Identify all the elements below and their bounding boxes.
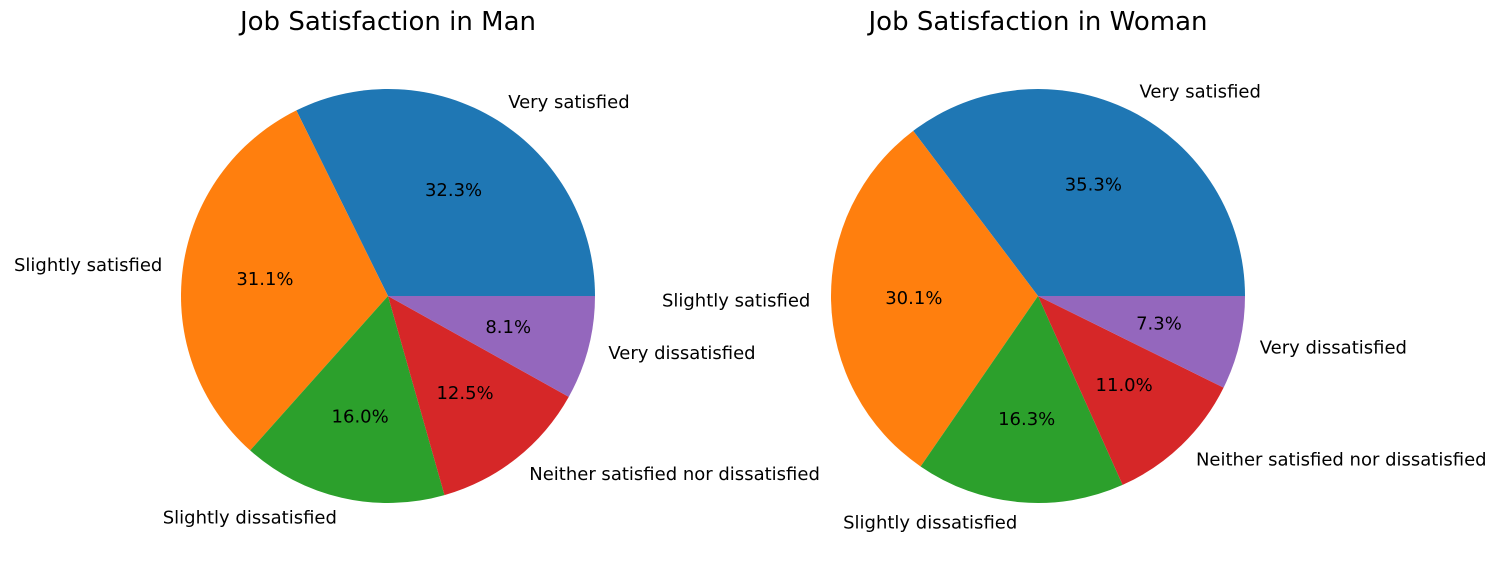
- pie-chart-woman: Job Satisfaction in Woman 35.3% Very sati…: [662, 7, 1487, 533]
- pie-slice-very-satisfied-woman: [913, 89, 1245, 297]
- pie-labels-man: 32.3% Very satisfied 31.1% Slightly satisfi…: [14, 92, 820, 528]
- pie-slice-neither-satisfied-nor-dissatisfied-woman: [1038, 296, 1224, 485]
- pie-category-label-very-satisfied-man: Very satisfied: [508, 92, 629, 113]
- pie-category-label-slightly-dissatisfied-woman: Slightly dissatisfied: [843, 512, 1017, 533]
- chart-title-man: Job Satisfaction in Man: [238, 7, 536, 37]
- pie-category-label-very-satisfied-woman: Very satisfied: [1139, 82, 1260, 103]
- pie-slice-slightly-dissatisfied-man: [250, 296, 445, 503]
- pie-percent-label-slightly-dissatisfied-woman: 16.3%: [998, 409, 1055, 430]
- pie-slice-very-dissatisfied-man: [388, 296, 595, 397]
- pie-category-label-slightly-satisfied-woman: Slightly satisfied: [662, 291, 810, 312]
- pie-percent-label-slightly-dissatisfied-man: 16.0%: [332, 407, 389, 428]
- pie-slice-very-satisfied-man: [296, 89, 595, 297]
- pie-chart-man: Job Satisfaction in Man 32.3% Very satisf…: [14, 7, 820, 528]
- pie-category-label-slightly-satisfied-man: Slightly satisfied: [14, 255, 162, 276]
- pie-percent-label-very-dissatisfied-woman: 7.3%: [1136, 314, 1182, 335]
- pie-percent-label-very-satisfied-woman: 35.3%: [1065, 174, 1122, 195]
- pie-slice-neither-satisfied-nor-dissatisfied-man: [388, 296, 569, 496]
- pie-percent-label-slightly-satisfied-man: 31.1%: [236, 269, 293, 290]
- pie-percent-label-neither-satisfied-nor-dissatisfied-woman: 11.0%: [1096, 375, 1153, 396]
- pie-percent-label-slightly-satisfied-woman: 30.1%: [885, 288, 942, 309]
- chart-title-woman: Job Satisfaction in Woman: [867, 7, 1208, 37]
- pie-percent-label-very-satisfied-man: 32.3%: [425, 180, 482, 201]
- pie-slice-very-dissatisfied-woman: [1038, 296, 1245, 388]
- pie-category-label-neither-satisfied-nor-dissatisfied-man: Neither satisfied nor dissatisfied: [529, 464, 820, 485]
- pie-slice-slightly-satisfied-man: [181, 110, 388, 451]
- pie-slices-man: [181, 89, 595, 503]
- pie-slices-woman: [831, 89, 1245, 503]
- pie-percent-label-very-dissatisfied-man: 8.1%: [485, 317, 531, 338]
- pie-category-label-very-dissatisfied-woman: Very dissatisfied: [1260, 337, 1407, 358]
- pie-category-label-slightly-dissatisfied-man: Slightly dissatisfied: [163, 507, 337, 528]
- pie-percent-label-neither-satisfied-nor-dissatisfied-man: 12.5%: [436, 383, 493, 404]
- pie-labels-woman: 35.3% Very satisfied 30.1% Slightly satisfi…: [662, 82, 1487, 534]
- pie-slice-slightly-dissatisfied-woman: [920, 296, 1123, 503]
- pie-category-label-very-dissatisfied-man: Very dissatisfied: [608, 343, 755, 364]
- pie-category-label-neither-satisfied-nor-dissatisfied-woman: Neither satisfied nor dissatisfied: [1196, 450, 1487, 471]
- pie-slice-slightly-satisfied-woman: [831, 130, 1038, 467]
